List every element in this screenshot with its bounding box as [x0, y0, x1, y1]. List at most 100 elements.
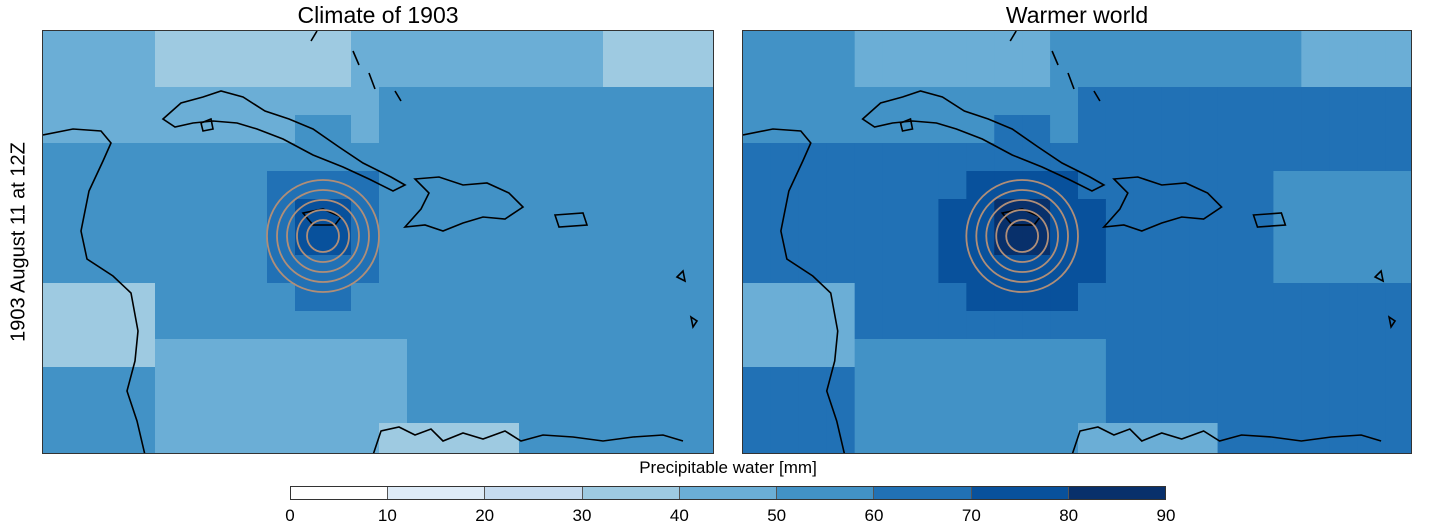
pw-grid-cell — [770, 395, 800, 424]
pw-grid-cell — [1273, 451, 1302, 453]
pw-grid-cell — [1245, 31, 1274, 60]
pw-grid-cell — [603, 31, 632, 60]
pw-grid-cell — [239, 395, 268, 424]
pw-grid-cell — [575, 451, 604, 453]
pw-grid-cell — [43, 395, 72, 424]
pw-grid-cell — [603, 87, 632, 116]
pw-grid-cell — [882, 227, 911, 256]
pw-grid-cell — [910, 283, 939, 312]
pw-grid-cell — [295, 451, 324, 453]
pw-grid-cell — [1217, 255, 1246, 284]
pw-grid-cell — [770, 59, 800, 88]
pw-grid-cell — [826, 367, 856, 396]
coastline — [861, 90, 1106, 192]
pw-grid-cell — [770, 283, 800, 312]
pw-grid-cell — [938, 367, 967, 396]
pw-grid-cell — [770, 311, 800, 340]
pw-grid-cell — [770, 87, 800, 116]
pw-grid-cell — [1273, 283, 1302, 312]
pw-grid-cell — [659, 59, 688, 88]
pw-grid-cell — [631, 451, 660, 453]
pw-grid-cell — [435, 339, 464, 368]
pw-grid-cell — [43, 255, 72, 284]
pw-grid-cell — [239, 31, 268, 60]
pw-grid-cell — [1189, 87, 1219, 116]
pw-grid-cell — [826, 31, 856, 60]
pw-grid-cell — [938, 451, 967, 453]
pw-grid-cell — [938, 423, 967, 452]
pw-grid-cell — [994, 367, 1023, 396]
pw-grid-cell — [910, 59, 939, 88]
pw-grid-cell — [854, 311, 884, 340]
pw-grid-cell — [99, 311, 128, 340]
pw-grid-cell — [239, 143, 268, 172]
pw-grid-cell — [323, 367, 352, 396]
pressure-contour — [985, 199, 1059, 273]
pw-grid-cell — [938, 339, 967, 368]
pw-grid-cell — [379, 395, 408, 424]
pw-grid-cell — [1161, 59, 1191, 88]
pw-grid-cell — [1385, 171, 1411, 200]
pw-grid-cell — [603, 59, 632, 88]
pw-grid-cell — [994, 87, 1023, 116]
pw-grid-cell — [127, 59, 156, 88]
pw-grid-cell — [239, 255, 268, 284]
pw-grid-cell — [519, 255, 548, 284]
pw-grid-cell — [575, 115, 604, 144]
coastline — [1252, 212, 1287, 228]
pw-grid-cell — [211, 171, 240, 200]
pressure-contour — [965, 179, 1079, 293]
pw-grid-cell — [1217, 395, 1246, 424]
pw-grid-cell — [1217, 31, 1246, 60]
colorbar-tick-label: 90 — [1156, 506, 1176, 525]
map-warmer-world — [742, 30, 1412, 454]
pw-grid-cell — [379, 311, 408, 340]
pw-grid-cell — [435, 59, 464, 88]
pw-grid-cell — [966, 395, 995, 424]
pw-grid-cell — [854, 367, 884, 396]
pw-grid-cell — [687, 311, 713, 340]
pw-grid-cell — [183, 59, 212, 88]
pw-grid-cell — [351, 339, 380, 368]
pw-grid-cell — [491, 283, 520, 312]
pw-grid-cell — [519, 227, 548, 256]
pressure-contour — [296, 209, 350, 263]
pw-grid-cell — [1050, 339, 1079, 368]
pw-grid-cell — [295, 311, 324, 340]
pw-grid-cell — [407, 283, 436, 312]
pw-grid-cell — [603, 115, 632, 144]
pw-grid-cell — [1301, 171, 1330, 200]
pw-grid-cell — [379, 31, 408, 60]
panel-title-climate-1903: Climate of 1903 — [297, 2, 459, 28]
pw-grid-cell — [463, 115, 492, 144]
pw-grid-cell — [1189, 199, 1219, 228]
pw-grid-cell — [351, 171, 380, 200]
pw-grid-cell — [687, 367, 713, 396]
pw-grid-cell — [1133, 199, 1163, 228]
colorbar — [290, 486, 1166, 500]
pw-grid-cell — [463, 143, 492, 172]
pw-grid-cell — [575, 171, 604, 200]
pw-grid-cell — [631, 395, 660, 424]
pw-grid-cell — [491, 451, 520, 453]
pw-grid-cell — [966, 283, 995, 312]
pw-grid-cell — [155, 227, 184, 256]
pw-grid-cell — [1105, 255, 1135, 284]
pw-grid-cell — [211, 143, 240, 172]
pw-grid-cell — [463, 283, 492, 312]
pw-grid-cell — [351, 451, 380, 453]
pw-grid-cell — [1301, 59, 1330, 88]
pw-grid-cell — [798, 339, 828, 368]
pw-grid-cell — [183, 311, 212, 340]
pw-grid-cell — [547, 367, 576, 396]
pw-grid-cell — [1385, 199, 1411, 228]
pw-grid-cell — [1357, 143, 1386, 172]
pw-grid-cell — [491, 59, 520, 88]
pw-grid-cell — [1189, 143, 1219, 172]
pw-grid-cell — [1273, 31, 1302, 60]
pw-grid-cell — [687, 423, 713, 452]
pw-grid-cell — [994, 339, 1023, 368]
pw-grid-cell — [770, 451, 800, 453]
pw-grid-cell — [519, 395, 548, 424]
pw-grid-cell — [71, 311, 100, 340]
